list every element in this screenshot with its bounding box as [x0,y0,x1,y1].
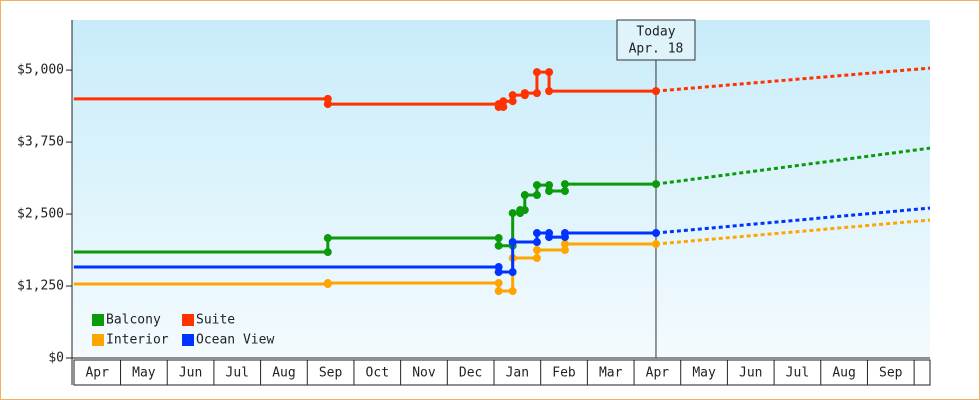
x-tick-label: Jan [506,366,529,381]
point [508,91,517,100]
point [532,68,541,77]
point [532,181,541,190]
point [499,102,508,111]
today-label: Apr. 18 [629,42,684,57]
forecast-line [655,218,931,246]
point [560,240,569,249]
x-tick-label: Jul [786,366,809,381]
x-tick-label: May [692,366,716,381]
legend-swatch [182,314,194,326]
point [651,180,660,189]
today-label: Today [636,25,675,40]
y-tick-label: $1,250 [17,279,64,294]
point [560,246,569,255]
point [520,191,529,200]
x-tick-label: Aug [832,366,855,381]
x-tick-label: Mar [599,366,623,381]
point [545,181,554,190]
point [532,229,541,238]
point [560,229,569,238]
x-tick-label: Apr [646,366,670,381]
point [532,89,541,98]
legend-label: Balcony [106,313,161,328]
point [508,268,517,277]
point [532,238,541,247]
x-tick-label: Jun [739,366,762,381]
point [323,100,332,109]
legend-label: Suite [196,313,235,328]
x-tick-label: Aug [272,366,295,381]
point [494,287,503,296]
point [499,97,508,106]
point [494,234,503,243]
plot-area [72,20,930,358]
y-tick-label: $3,750 [17,135,64,150]
legend-swatch [92,334,104,346]
point [520,89,529,98]
point [508,209,517,218]
point [545,187,554,196]
legend-label: Ocean View [196,333,274,348]
point [545,87,554,96]
point [494,268,503,277]
point [651,229,660,238]
point [560,187,569,196]
y-tick-label: $0 [48,351,64,366]
point [494,241,503,250]
point [651,87,660,96]
point [508,287,517,296]
point [560,180,569,189]
point [651,240,660,249]
point [532,191,541,200]
forecast-line [655,66,931,93]
x-tick-label: Nov [412,366,436,381]
point [323,248,332,257]
x-tick-label: Sep [879,366,903,381]
x-tick-label: Jul [226,366,249,381]
point [545,233,554,242]
point [323,279,332,288]
point [545,68,554,77]
y-tick-label: $5,000 [17,63,64,78]
y-tick-label: $2,500 [17,207,64,222]
x-tick-label: Oct [366,366,389,381]
point [323,234,332,243]
legend-swatch [92,314,104,326]
point [532,246,541,255]
x-tick-label: May [132,366,156,381]
point [520,206,529,215]
point [494,279,503,288]
forecast-line [655,206,931,235]
x-tick-label: Feb [552,366,576,381]
point [532,254,541,263]
point [508,97,517,106]
point [508,238,517,247]
legend-swatch [182,334,194,346]
x-tick-label: Apr [85,366,109,381]
x-axis-band [73,359,931,386]
x-tick-label: Dec [459,366,482,381]
x-tick-label: Jun [179,366,202,381]
x-tick-label: Sep [319,366,343,381]
legend-label: Interior [106,333,169,348]
today-box [616,19,696,61]
